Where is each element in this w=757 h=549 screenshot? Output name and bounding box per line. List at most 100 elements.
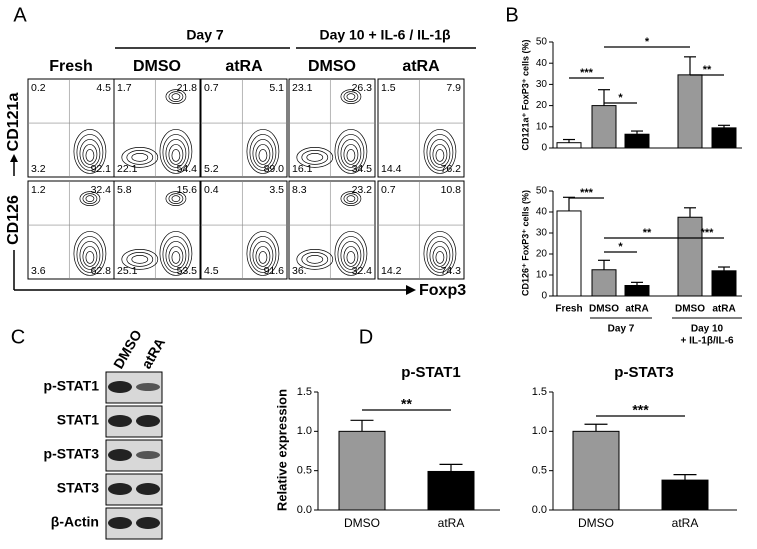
quadrant-value: 21.8 xyxy=(177,82,198,94)
y-axis-label: Relative expression xyxy=(274,389,289,511)
group-label: + IL-1β/IL-6 xyxy=(680,336,733,347)
x-tick-label: atRA xyxy=(672,516,699,530)
significance-label: ** xyxy=(401,396,412,412)
contour xyxy=(306,153,324,162)
x-tick-label: atRA xyxy=(712,304,735,315)
bar xyxy=(591,269,617,297)
contour xyxy=(165,89,187,104)
contour xyxy=(426,236,454,273)
contour xyxy=(131,153,149,162)
bar xyxy=(427,470,475,511)
quadrant-value: 76.2 xyxy=(441,163,462,175)
marker-label: Foxp3 xyxy=(419,282,466,299)
contour xyxy=(82,144,98,165)
contour xyxy=(171,93,181,100)
contour xyxy=(340,139,362,168)
blot-row-label: β-Actin xyxy=(51,514,99,530)
quadrant-value: 74.3 xyxy=(441,265,462,277)
blot-row-label: p-STAT3 xyxy=(44,446,100,462)
y-tick-label: 40 xyxy=(536,58,548,69)
quadrant-value: 16.1 xyxy=(292,163,313,175)
quadrant-value: 0.7 xyxy=(381,184,396,196)
contour xyxy=(85,149,95,162)
contour xyxy=(340,89,362,104)
significance-label: * xyxy=(618,241,623,253)
quadrant-value: 54.4 xyxy=(177,163,198,175)
quadrant-value: 92.1 xyxy=(91,163,112,175)
contour xyxy=(255,246,271,267)
contour xyxy=(82,246,98,267)
blot-row-label: STAT3 xyxy=(57,480,99,496)
flow-plot xyxy=(200,180,288,280)
contour xyxy=(346,195,356,202)
x-tick-label: Fresh xyxy=(555,304,582,315)
quadrant-value: 32.4 xyxy=(91,184,112,196)
contour xyxy=(165,241,187,270)
flow-plot xyxy=(200,78,288,178)
flow-plot xyxy=(377,180,465,280)
column-label: atRA xyxy=(402,58,440,75)
group-label: Day 10 xyxy=(691,324,724,335)
x-tick-label: DMSO xyxy=(675,304,705,315)
quadrant-value: 23.2 xyxy=(352,184,373,196)
contour xyxy=(246,231,280,276)
contour xyxy=(162,134,190,171)
contour xyxy=(346,93,356,100)
contour xyxy=(252,241,274,270)
contour xyxy=(343,246,359,267)
y-tick-label: 0.0 xyxy=(532,504,547,516)
y-tick-label: 40 xyxy=(536,207,548,218)
contour xyxy=(340,241,362,270)
quadrant-value: 3.6 xyxy=(31,265,46,277)
quadrant-value: 7.9 xyxy=(446,82,461,94)
quadrant-value: 0.4 xyxy=(204,184,219,196)
contour xyxy=(76,134,104,171)
contour xyxy=(301,150,329,165)
y-tick-label: 0 xyxy=(541,143,547,154)
bar xyxy=(661,479,709,511)
x-tick-label: DMSO xyxy=(344,516,380,530)
y-tick-label: 0 xyxy=(541,291,547,302)
y-tick-label: 50 xyxy=(536,37,548,48)
contour xyxy=(85,251,95,264)
quadrant-value: 3.2 xyxy=(31,163,46,175)
contour xyxy=(343,193,359,204)
blot-band xyxy=(108,449,132,461)
quadrant-value: 5.1 xyxy=(269,82,284,94)
column-label: Fresh xyxy=(49,58,93,75)
bar xyxy=(711,127,737,149)
quadrant-value: 5.8 xyxy=(117,184,132,196)
contour xyxy=(159,129,193,174)
contour xyxy=(246,129,280,174)
marker-label: CD121a xyxy=(5,93,22,152)
y-tick-label: 10 xyxy=(536,121,548,132)
blot-band xyxy=(136,451,160,459)
quadrant-value: 8.3 xyxy=(292,184,307,196)
contour xyxy=(340,191,362,206)
contour xyxy=(249,236,277,273)
contour xyxy=(126,252,154,267)
quadrant-value: 34.5 xyxy=(352,163,373,175)
chart-title: p-STAT1 xyxy=(401,364,460,381)
contour xyxy=(252,139,274,168)
y-axis-label: CD126⁺ FoxP3⁺ cells (%) xyxy=(520,190,530,296)
quadrant-value: 32.4 xyxy=(352,265,373,277)
quadrant-value: 22.1 xyxy=(117,163,138,175)
significance-label: *** xyxy=(580,67,594,79)
arrow-head xyxy=(406,285,416,295)
contour xyxy=(334,129,368,174)
group-label: Day 7 xyxy=(186,27,224,43)
contour xyxy=(79,191,101,206)
arrow-head xyxy=(10,154,18,162)
contour xyxy=(121,147,159,168)
significance-label: * xyxy=(618,92,623,104)
blot-band xyxy=(108,381,132,393)
panel-label: A xyxy=(13,4,27,26)
blot-band xyxy=(136,483,160,495)
blot-band xyxy=(108,415,132,427)
quadrant-value: 4.5 xyxy=(96,82,111,94)
contour xyxy=(423,129,457,174)
contour xyxy=(301,252,329,267)
contour xyxy=(168,144,184,165)
bar xyxy=(624,285,650,297)
